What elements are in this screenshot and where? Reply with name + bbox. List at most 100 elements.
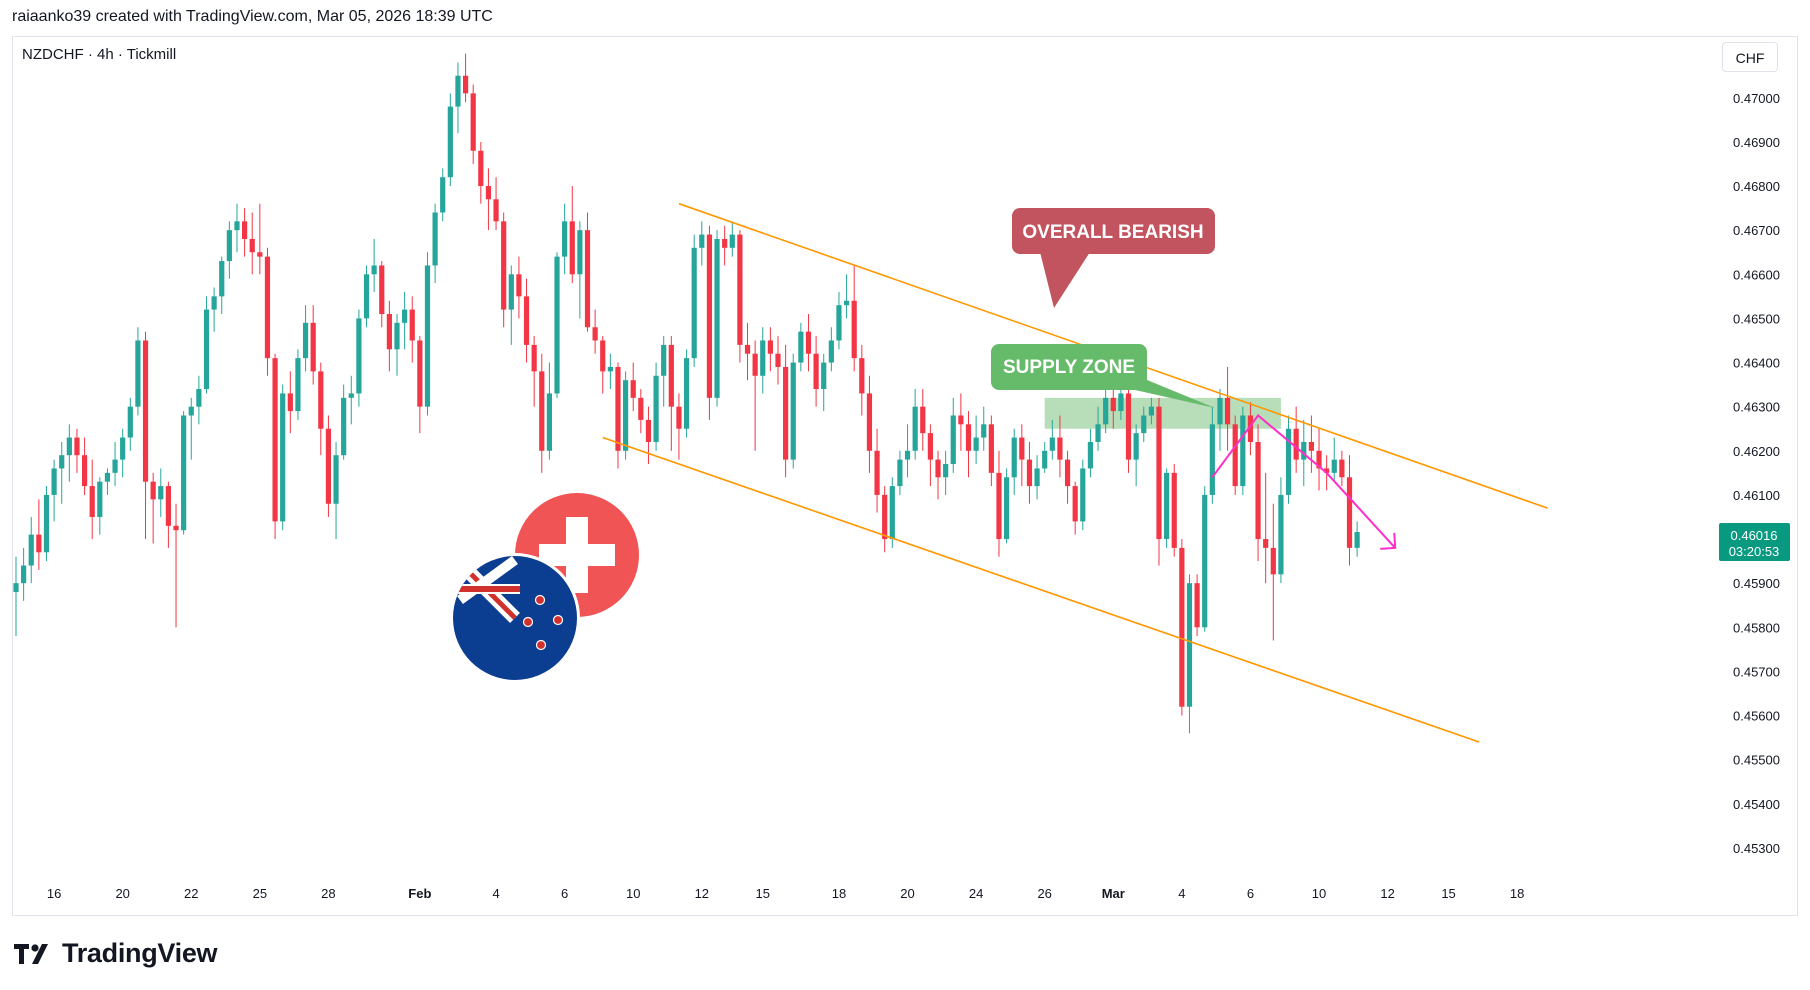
candle-body: [1194, 583, 1200, 628]
candle-body: [988, 424, 994, 473]
symbol-label[interactable]: NZDCHF · 4h · Tickmill: [22, 46, 177, 63]
candle-body: [1224, 397, 1231, 425]
candle-body: [1156, 406, 1162, 540]
candle-body: [1232, 424, 1238, 487]
x-tick-label: 6: [1247, 886, 1254, 901]
x-tick-label: 20: [115, 886, 129, 901]
candle-body: [1110, 397, 1116, 412]
candle-body: [843, 300, 850, 306]
y-tick-label: 0.46700: [1733, 223, 1780, 238]
candle-body: [97, 481, 103, 517]
candle-body: [485, 186, 492, 200]
candle-body: [805, 331, 812, 354]
candle-body: [1263, 539, 1269, 548]
candle-body: [569, 221, 575, 275]
candle-body: [973, 437, 979, 451]
candle-body: [1064, 459, 1071, 487]
y-tick-label: 0.46100: [1733, 488, 1780, 503]
candle-body: [752, 353, 758, 376]
candle-body: [1278, 494, 1284, 575]
x-tick-label: 22: [184, 886, 198, 901]
candle-body: [1019, 437, 1025, 460]
y-tick-label: 0.46200: [1733, 444, 1780, 459]
candle-body: [1049, 437, 1055, 451]
candle-body: [760, 340, 766, 376]
candle-body: [562, 221, 568, 257]
candle-body: [1316, 450, 1322, 469]
candle-body: [188, 406, 194, 416]
candle-body: [1308, 441, 1314, 451]
candle-body: [120, 437, 126, 460]
candle-body: [66, 437, 72, 456]
candle-body: [1217, 397, 1223, 425]
candle-body: [43, 494, 50, 553]
y-tick-label: 0.46400: [1733, 356, 1780, 371]
candle-body: [523, 296, 530, 345]
candle-body: [59, 455, 65, 469]
candle-body: [866, 393, 873, 451]
tradingview-wordmark: TradingView: [62, 938, 218, 968]
candle-body: [1293, 428, 1299, 460]
candle-body: [501, 221, 507, 310]
candle-body: [661, 344, 667, 376]
candle-body: [1346, 477, 1353, 548]
candle-body: [699, 234, 705, 248]
candle-body: [478, 150, 484, 187]
candle-body: [371, 265, 377, 275]
candle-body: [600, 340, 606, 372]
candle-body: [1164, 472, 1170, 540]
candle-body: [1209, 424, 1215, 495]
candle-body: [950, 415, 956, 465]
y-tick-label: 0.46800: [1733, 179, 1780, 194]
candle-body: [1034, 468, 1040, 487]
x-tick-label: 4: [1178, 886, 1185, 901]
candle-body: [455, 75, 461, 107]
x-tick-label: 26: [1037, 886, 1051, 901]
x-tick-label: 10: [1312, 886, 1326, 901]
candle-body: [683, 358, 690, 429]
candle-body: [767, 340, 773, 354]
candle-body: [706, 234, 713, 398]
candle-body: [1240, 415, 1246, 487]
candle-body: [1179, 547, 1185, 707]
candle-body: [302, 322, 309, 359]
candle-body: [1247, 415, 1254, 442]
overall-bearish-callout: OVERALL BEARISH: [1012, 208, 1215, 308]
candle-body: [51, 468, 57, 495]
candle-body: [280, 393, 286, 522]
candle-body: [935, 459, 941, 478]
candle-body: [1080, 468, 1086, 522]
candle-body: [943, 464, 949, 478]
candle-body: [889, 486, 895, 540]
y-tick-label: 0.46500: [1733, 311, 1780, 326]
candle-body: [333, 455, 339, 504]
candle-body: [882, 494, 888, 540]
candle-body: [1331, 459, 1337, 473]
candle-body: [135, 340, 141, 407]
candle-body: [1004, 477, 1010, 540]
y-tick-label: 0.46300: [1733, 400, 1780, 415]
tradingview-logo[interactable]: TradingView: [14, 938, 218, 969]
candle-body: [21, 565, 27, 584]
candle-body: [607, 366, 613, 372]
x-tick-label: 15: [1441, 886, 1455, 901]
candle-body: [1171, 472, 1177, 548]
currency-button[interactable]: CHF: [1722, 42, 1778, 72]
candle-body: [828, 340, 834, 363]
nzd-flag-icon: [450, 553, 580, 683]
projection-arrowhead: [1380, 532, 1397, 550]
x-tick-label: 25: [253, 886, 267, 901]
candle-body: [196, 389, 202, 407]
chart-frame: [12, 36, 1798, 916]
candle-body: [516, 274, 522, 297]
candle-body: [432, 212, 438, 266]
candle-body: [1255, 441, 1261, 540]
candle-body: [394, 322, 400, 350]
candle-body: [996, 472, 1002, 540]
candle-body: [981, 424, 987, 438]
candle-body: [1042, 450, 1048, 469]
candle-body: [691, 247, 697, 359]
candle-body: [81, 455, 88, 487]
candle-body: [203, 309, 210, 390]
